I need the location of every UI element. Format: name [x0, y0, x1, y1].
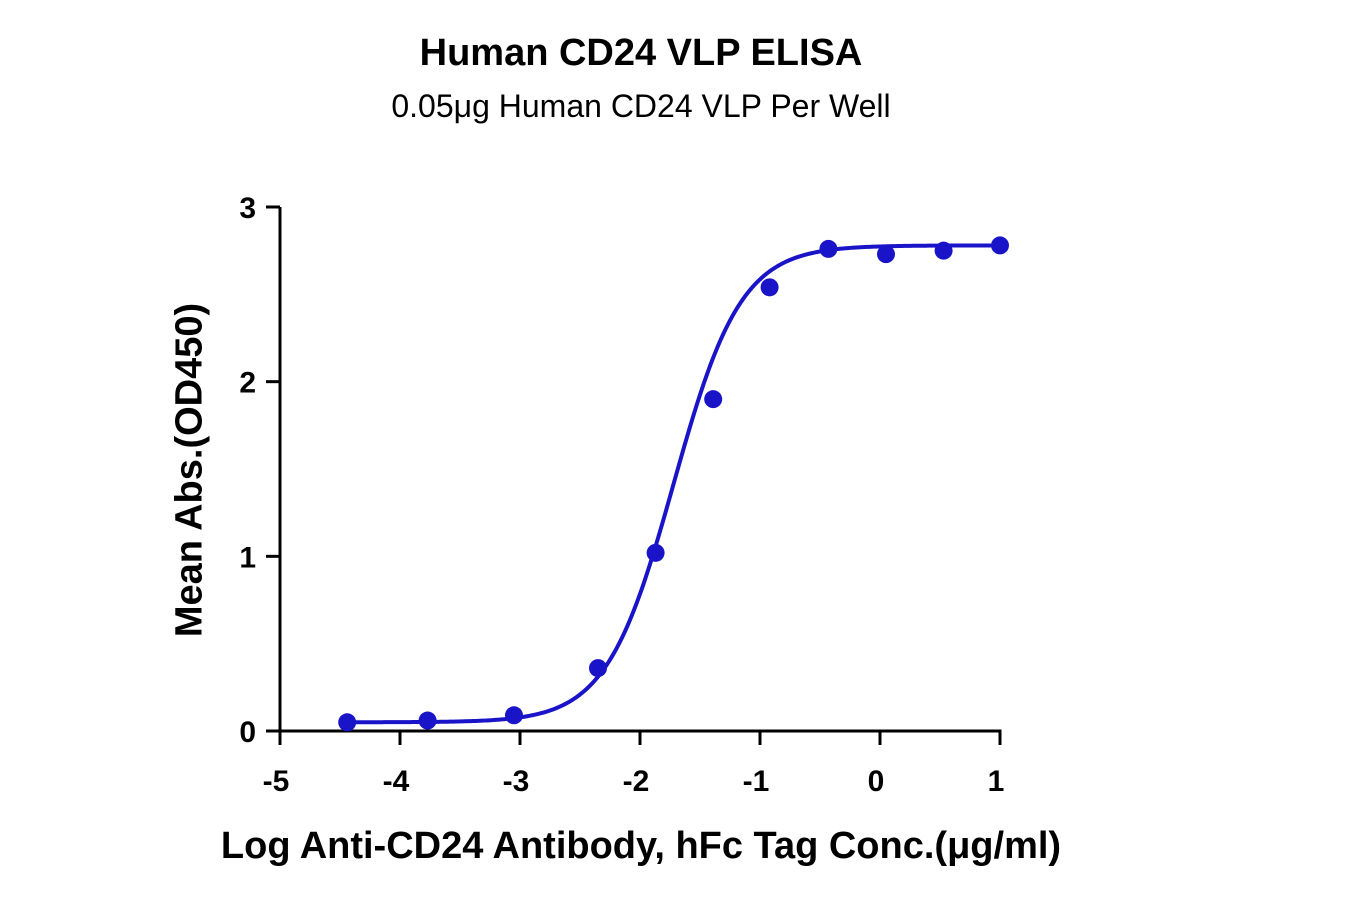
data-point — [819, 239, 838, 258]
y-tick-label: 3 — [239, 192, 256, 225]
x-axis-label: Log Anti-CD24 Antibody, hFc Tag Conc.(μg… — [220, 825, 1062, 867]
x-tick-label: -2 — [623, 765, 650, 798]
data-point — [338, 713, 357, 732]
fit-curve-layer — [347, 243, 1000, 725]
data-point — [934, 241, 953, 260]
data-point — [418, 711, 437, 730]
x-tick-label: -4 — [383, 765, 410, 798]
data-point — [991, 236, 1009, 255]
axis-ticks: -5 -4 -3 -2 -1 0 1 0 1 2 3 — [239, 192, 1004, 798]
x-tick-label: -5 — [263, 765, 290, 798]
data-point — [589, 659, 607, 678]
y-tick-label: 1 — [239, 541, 256, 574]
x-tick-label: -3 — [503, 765, 530, 798]
data-point — [646, 543, 665, 562]
data-point — [505, 706, 523, 725]
x-tick-label: 0 — [868, 765, 885, 798]
data-point — [704, 390, 723, 409]
axes — [278, 207, 1002, 733]
x-tick-label: -1 — [743, 765, 770, 798]
fit-curve — [347, 243, 1000, 725]
x-tick-label: 1 — [988, 765, 1005, 798]
data-points-layer — [338, 236, 1009, 732]
data-point — [877, 245, 895, 264]
chart-subtitle: 0.05μg Human CD24 VLP Per Well — [391, 88, 891, 124]
y-tick-label: 2 — [239, 367, 256, 400]
data-point — [760, 278, 779, 297]
chart-title: Human CD24 VLP ELISA — [419, 32, 863, 74]
y-axis-label: Mean Abs.(OD450) — [168, 302, 211, 638]
y-tick-label: 0 — [239, 716, 256, 749]
